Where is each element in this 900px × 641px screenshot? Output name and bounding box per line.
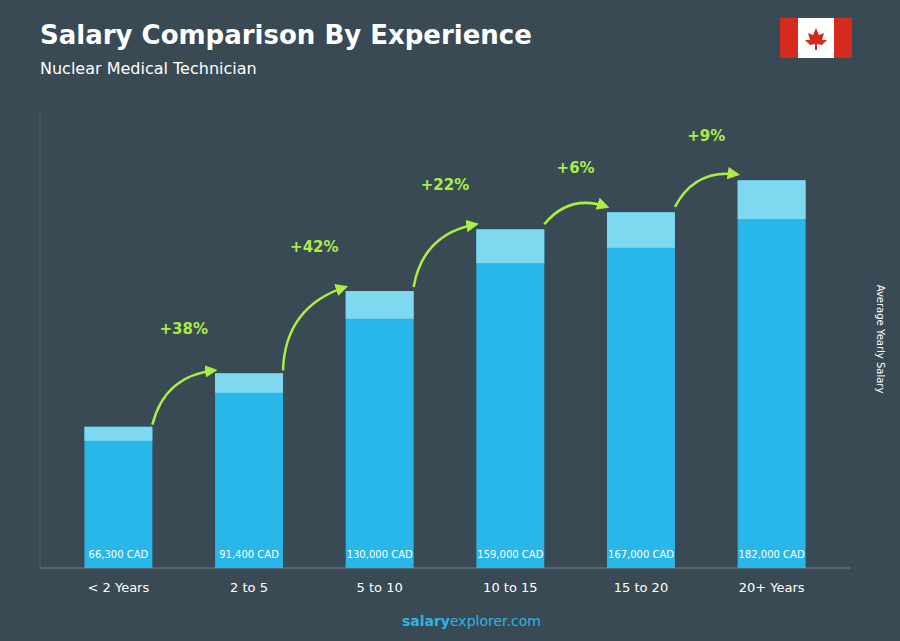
- x-tick-label: 20+ Years: [739, 580, 805, 595]
- chart-container: Salary Comparison By Experience Nuclear M…: [0, 0, 900, 641]
- data-label: 130,000 CAD: [347, 549, 413, 560]
- change-arrow: [414, 224, 477, 287]
- subtitle: Nuclear Medical Technician: [40, 59, 257, 78]
- bar-highlight: [215, 373, 283, 392]
- annotation: +9%: [687, 127, 725, 145]
- flag-field: [780, 18, 852, 58]
- change-arrows: [152, 174, 737, 425]
- bars: [84, 180, 805, 568]
- bar: [215, 373, 283, 568]
- y-axis-line: [40, 110, 41, 568]
- data-label: 91,400 CAD: [219, 549, 279, 560]
- flag: [780, 18, 852, 58]
- data-label: 182,000 CAD: [739, 549, 805, 560]
- bar-highlight: [476, 229, 544, 263]
- y-axis-label: Average Yearly Salary: [875, 285, 886, 394]
- bar-highlight: [738, 180, 806, 219]
- data-label: 159,000 CAD: [477, 549, 543, 560]
- data-label: 167,000 CAD: [608, 549, 674, 560]
- bar: [607, 212, 675, 568]
- change-arrow: [675, 174, 738, 207]
- watermark: salary: [402, 613, 450, 629]
- watermark: explorer.com: [450, 613, 541, 629]
- x-tick-label: 15 to 20: [614, 580, 668, 595]
- flag-band: [780, 18, 798, 58]
- title: Salary Comparison By Experience: [40, 20, 532, 50]
- annotation: +38%: [159, 320, 207, 338]
- chart: Salary Comparison By Experience Nuclear M…: [0, 0, 900, 641]
- x-tick-label: 10 to 15: [483, 580, 537, 595]
- bar: [346, 291, 414, 568]
- annotation: +22%: [421, 176, 469, 194]
- annotation: +6%: [557, 159, 595, 177]
- bar-highlight: [346, 291, 414, 319]
- change-arrow: [283, 287, 346, 370]
- bar-highlight: [84, 427, 152, 441]
- bar: [84, 427, 152, 568]
- flag-band: [834, 18, 852, 58]
- x-tick-label: 5 to 10: [357, 580, 403, 595]
- flag-leaf: [805, 28, 827, 50]
- change-arrow: [152, 370, 215, 424]
- change-arrow: [544, 203, 607, 224]
- x-tick-label: < 2 Years: [88, 580, 150, 595]
- bar-highlight: [607, 212, 675, 248]
- bar: [476, 229, 544, 568]
- x-tick-label: 2 to 5: [230, 580, 268, 595]
- bar: [738, 180, 806, 568]
- x-axis-line: [40, 568, 850, 569]
- data-label: 66,300 CAD: [89, 549, 149, 560]
- annotation: +42%: [290, 238, 338, 256]
